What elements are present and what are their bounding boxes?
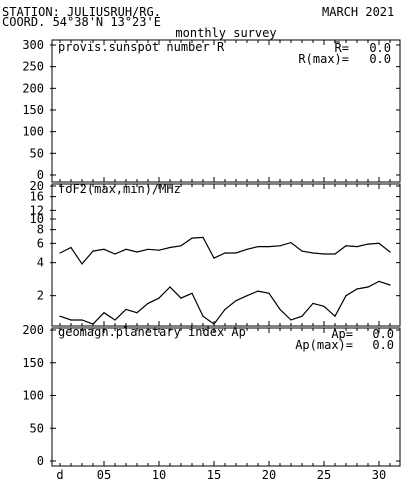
station-label: STATION: JULIUSRUH/RG. <box>2 5 161 19</box>
ap-xtick-label-4: 20 <box>262 468 276 480</box>
1-ytick-label-1: 16 <box>30 190 44 204</box>
1-ytick-label-7: 2 <box>37 289 44 303</box>
0-ytick-label-1: 250 <box>22 60 44 74</box>
ap-xtick-label-3: 15 <box>207 468 221 480</box>
2-ytick-label-4: 0 <box>37 454 44 468</box>
ap-xtick-label-2: 10 <box>152 468 166 480</box>
1-ytick-label-3: 10 <box>30 212 44 226</box>
sunspot-max-label: R(max)= <box>298 52 349 66</box>
1-ytick-label-0: 20 <box>30 179 44 193</box>
ap-xtick-label-1: 05 <box>97 468 111 480</box>
sunspot-title: provis.sunspot number R <box>58 40 225 54</box>
1-ytick-label-2: 12 <box>30 203 44 217</box>
sunspot-max-value: 0.0 <box>369 52 391 66</box>
1-ytick-label-6: 4 <box>37 256 44 270</box>
ap-mean-value: 0.0 <box>372 327 394 341</box>
2-ytick-label-0: 200 <box>22 323 44 337</box>
sunspot-mean-label: R= <box>335 41 349 55</box>
0-ytick-label-5: 50 <box>30 146 44 160</box>
0-ytick-label-4: 100 <box>22 125 44 139</box>
2-ytick-label-3: 50 <box>30 421 44 435</box>
sunspot-plot-frame <box>51 39 401 183</box>
0-ytick-label-3: 150 <box>22 103 44 117</box>
ap-panel: geomagn.planetary index Ap Ap= 0.0 Ap(ma… <box>22 323 401 480</box>
0-ytick-label-2: 200 <box>22 81 44 95</box>
ap-xtick-label-6: 30 <box>372 468 386 480</box>
2-ytick-label-1: 150 <box>22 356 44 370</box>
ap-max-label: Ap(max)= <box>295 338 353 352</box>
sunspot-mean-value: 0.0 <box>369 41 391 55</box>
survey-label: monthly survey <box>175 26 276 40</box>
ap-max-value: 0.0 <box>372 338 394 352</box>
ap-title: geomagn.planetary index Ap <box>58 325 246 339</box>
ap-xtick-label-0: d <box>56 468 63 480</box>
1-ytick-label-5: 6 <box>37 236 44 250</box>
ap-xtick-label-5: 25 <box>317 468 331 480</box>
ap-mean-label: Ap= <box>331 327 353 341</box>
fof2-min-line <box>59 280 391 325</box>
0-ytick-label-0: 300 <box>22 38 44 52</box>
0-ytick-label-6: 0 <box>37 168 44 182</box>
coord-label: COORD. 54°38'N 13°23'E <box>2 15 161 29</box>
fof2-plot-frame <box>51 183 401 327</box>
2-ytick-label-2: 100 <box>22 389 44 403</box>
fof2-title: foF2(max,min)/MHz <box>58 182 181 196</box>
date-label: MARCH 2021 <box>322 5 394 19</box>
1-ytick-label-4: 8 <box>37 223 44 237</box>
fof2-max-line <box>59 236 391 265</box>
ap-plot-frame <box>51 327 401 467</box>
sunspot-panel: provis.sunspot number R R= 0.0 R(max)= 0… <box>22 38 401 183</box>
